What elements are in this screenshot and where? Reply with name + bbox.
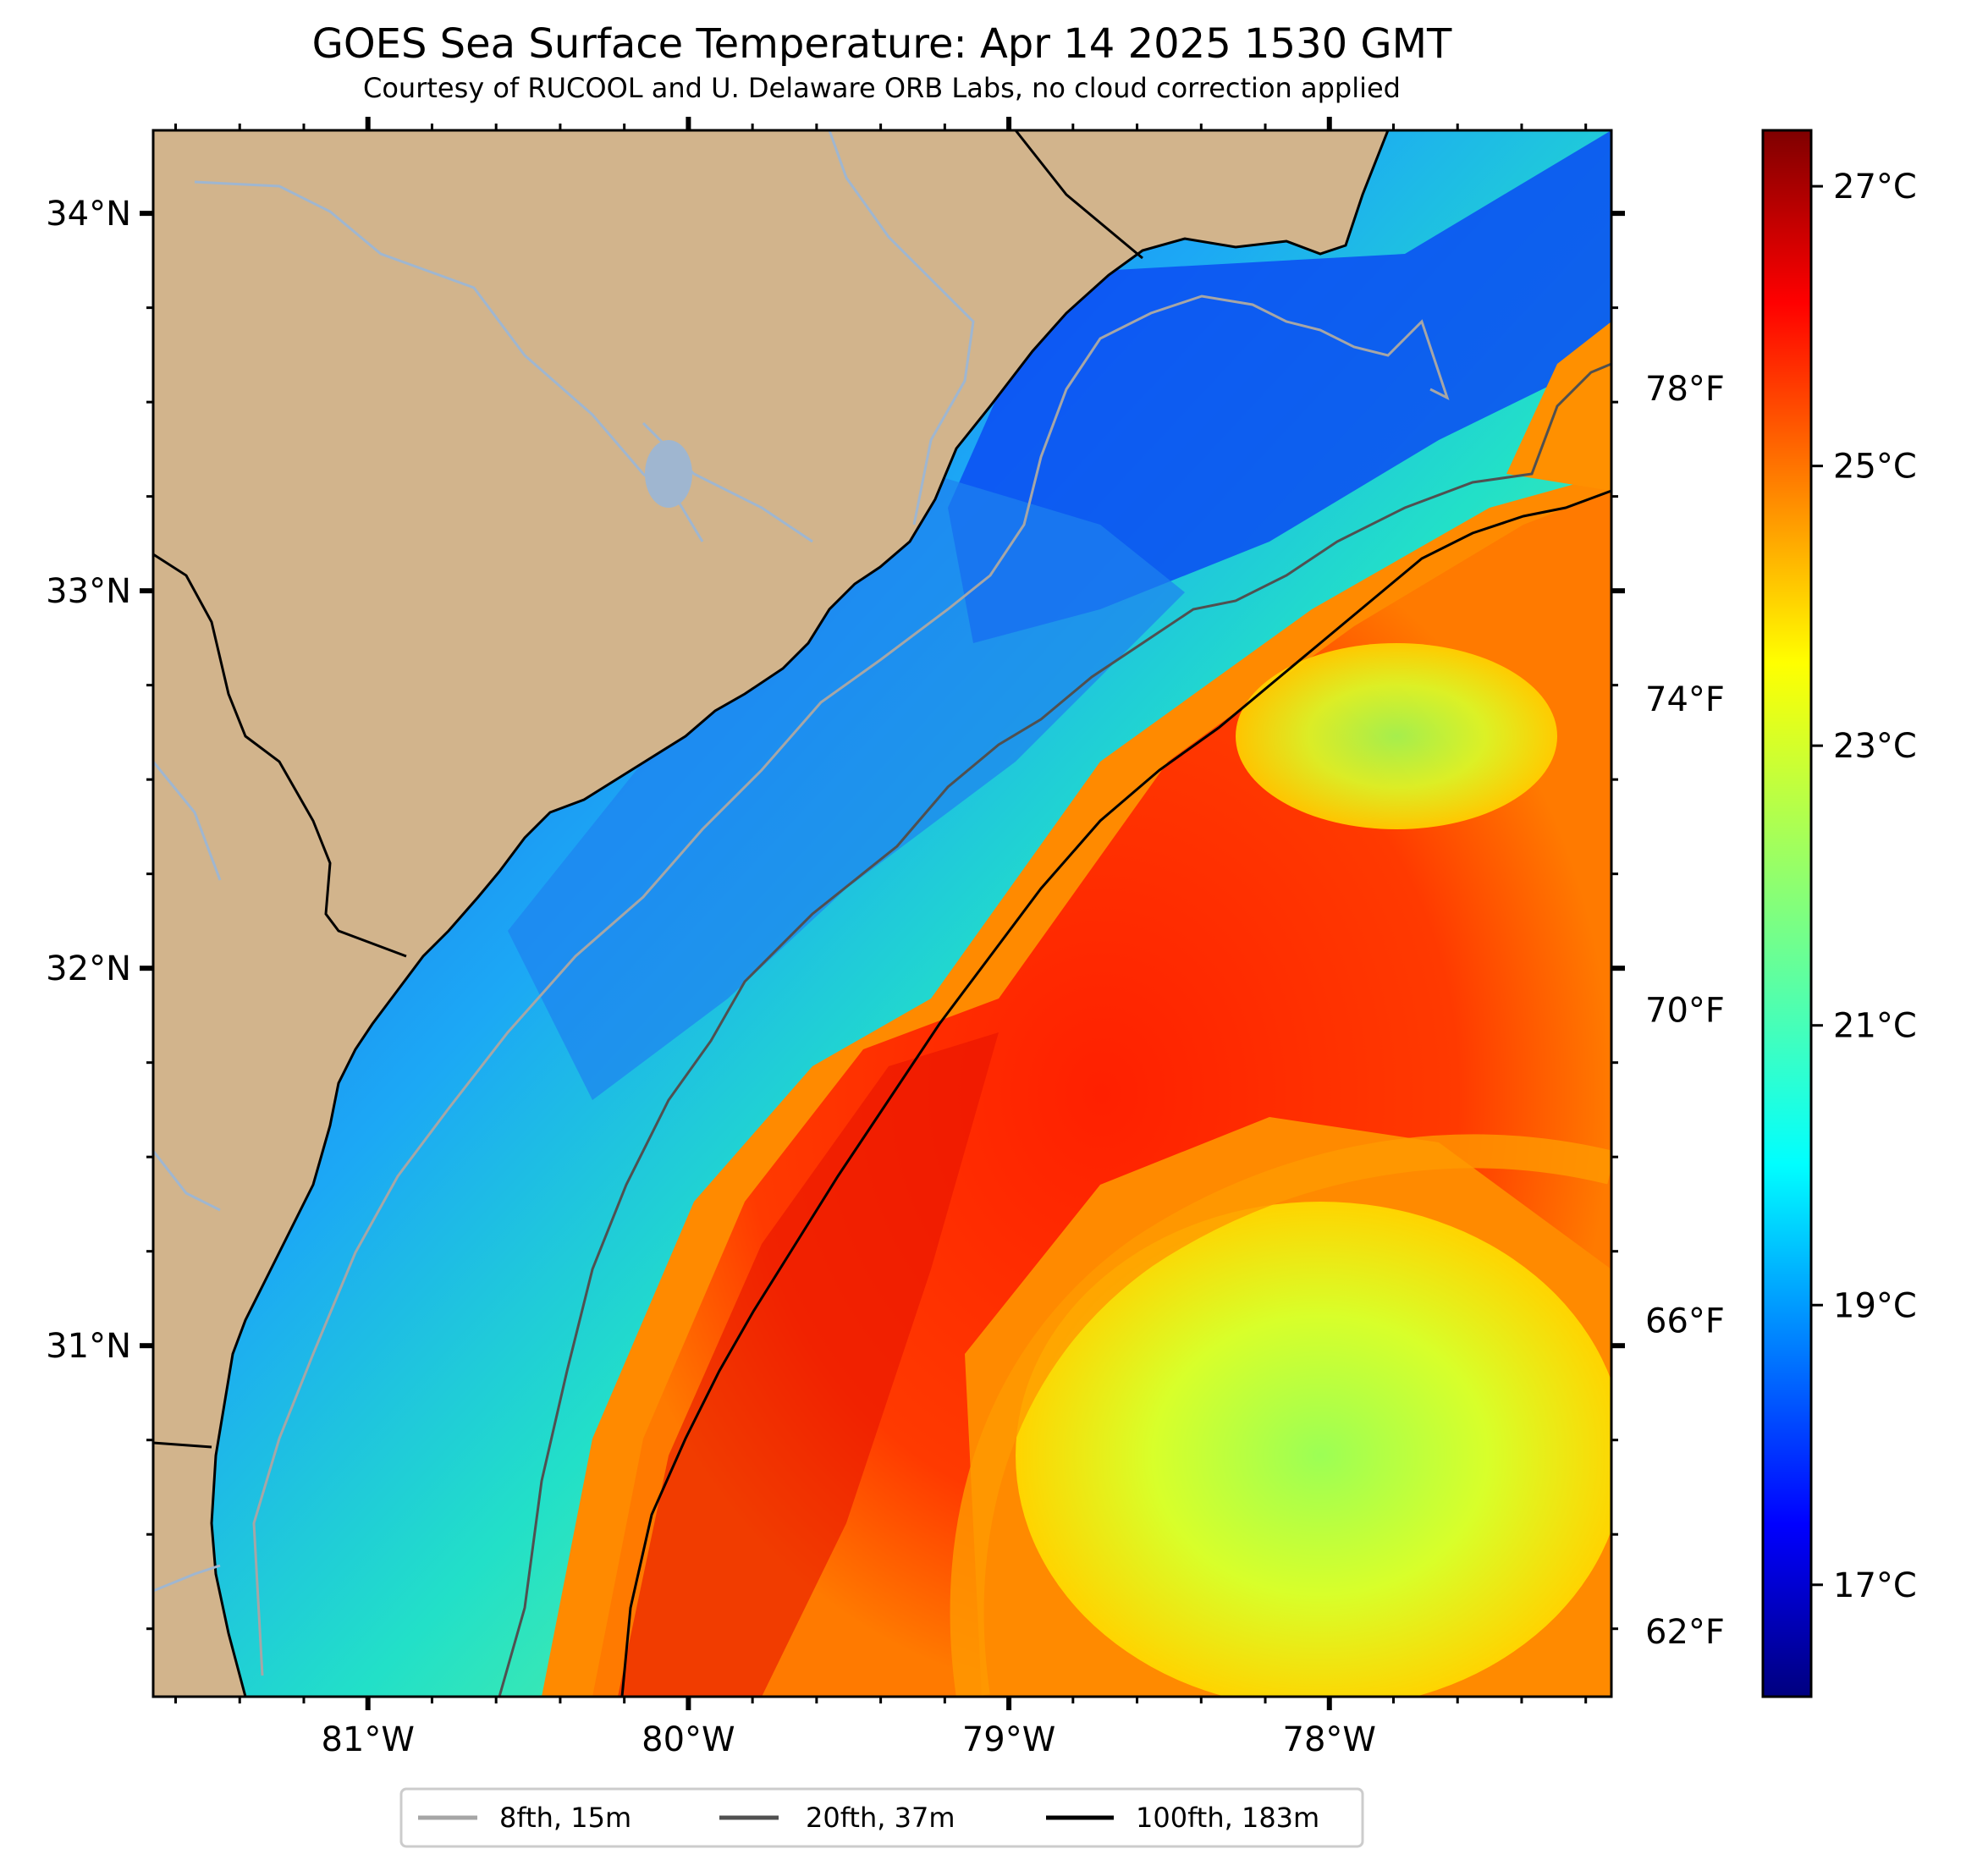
colorbar-axis: 27°C 25°C 23°C 21°C 19°C 17°C [1811, 168, 1917, 1605]
fahrenheit-tick-label: 78°F [1645, 370, 1725, 409]
fahrenheit-tick-label: 66°F [1645, 1302, 1725, 1341]
isobath-8fth [252, 294, 1450, 1676]
land [153, 130, 1390, 1697]
lon-tick-label: 81°W [321, 1720, 414, 1759]
state-boundaries [153, 130, 1143, 1449]
longitude-axis: 81°W 80°W 79°W 78°W [174, 117, 1588, 1759]
lake-marion [645, 440, 692, 508]
sst-map [153, 130, 1611, 1697]
fahrenheit-tick-label: 74°F [1645, 680, 1725, 719]
colorbar-tick-label: 25°C [1833, 448, 1917, 487]
isobath-20fth [498, 362, 1611, 1697]
map-subtitle: Courtesy of RUCOOL and U. Delaware ORB L… [363, 72, 1401, 104]
map-frame [151, 129, 1613, 1698]
colorbar-tick-label: 21°C [1833, 1007, 1917, 1046]
warm-eddy-north [1236, 643, 1557, 829]
colorbar-tick-label: 17°C [1833, 1566, 1917, 1605]
gulf-stream-deep-core [618, 1032, 999, 1697]
colorbar-tick-label: 27°C [1833, 168, 1917, 206]
lat-tick-label: 32°N [46, 949, 131, 988]
lat-tick-label: 34°N [46, 195, 131, 234]
legend-frame [399, 1787, 1364, 1848]
filament-orange [950, 1134, 1611, 1697]
fahrenheit-tick-label: 62°F [1645, 1613, 1725, 1652]
lat-tick-label: 33°N [46, 572, 131, 611]
southeast-cool-pool [1016, 1202, 1611, 1697]
fahrenheit-tick-label: 70°F [1645, 991, 1725, 1030]
colorbar-tick-label: 23°C [1833, 727, 1917, 766]
fahrenheit-axis: 78°F 74°F 70°F 66°F 62°F [1645, 370, 1725, 1652]
colorbar [1761, 129, 1813, 1698]
legend-label-20fth: 20fth, 37m [806, 1802, 955, 1834]
colorbar-tick-label: 19°C [1833, 1286, 1917, 1325]
cold-shelf-water-mid [508, 474, 1185, 1100]
isobath-100fth [620, 489, 1611, 1697]
lon-tick-label: 78°W [1283, 1720, 1376, 1759]
isobath-legend: 8fth, 15m 20fth, 37m 100fth, 183m [399, 1787, 1364, 1848]
lat-tick-label: 31°N [46, 1327, 131, 1366]
legend-label-8fth: 8fth, 15m [499, 1802, 631, 1834]
lon-tick-label: 80°W [642, 1720, 735, 1759]
cold-shelf-water [948, 130, 1611, 643]
lon-tick-label: 79°W [962, 1720, 1055, 1759]
map-title: GOES Sea Surface Temperature: Apr 14 202… [312, 20, 1452, 68]
legend-label-100fth: 100fth, 183m [1136, 1802, 1319, 1834]
latitude-axis: 34°N 33°N 32°N 31°N [46, 195, 1625, 1631]
